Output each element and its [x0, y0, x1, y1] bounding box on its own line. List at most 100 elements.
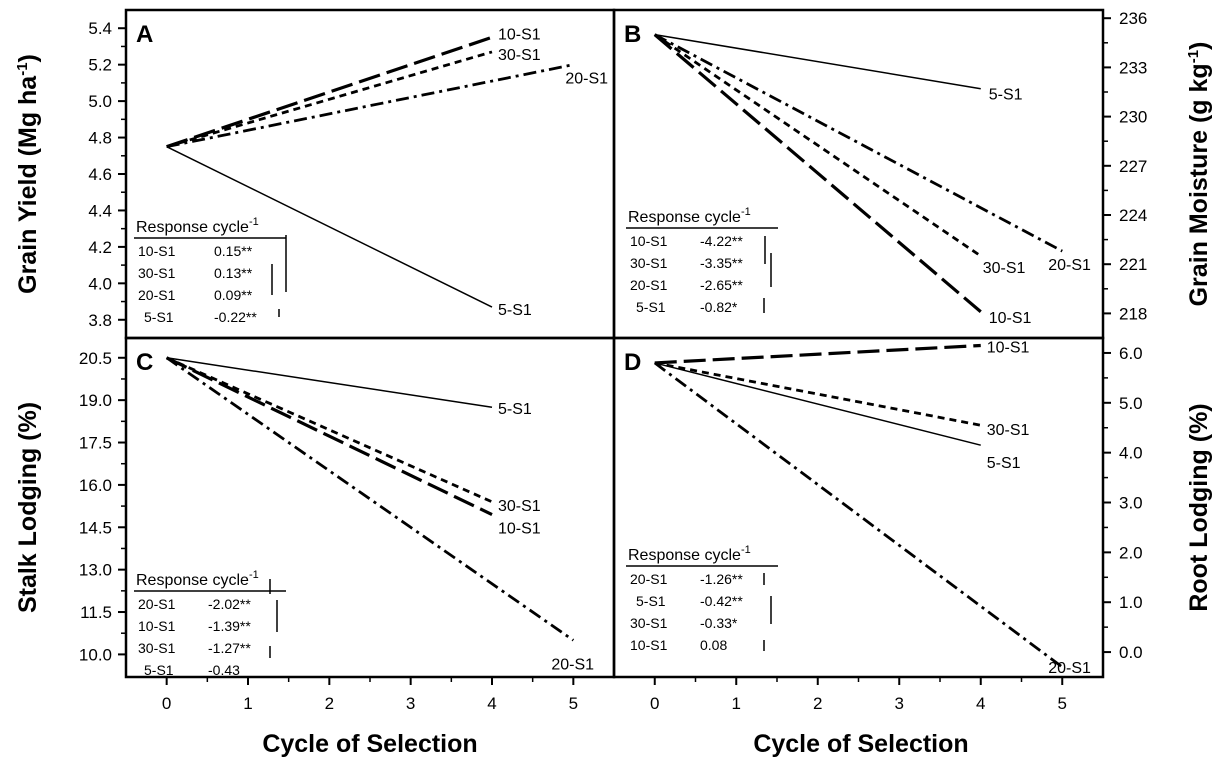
y-tick-label: 13.0	[79, 561, 112, 580]
response-row-value: -3.35**	[700, 255, 743, 271]
y-tick-label: 19.0	[79, 391, 112, 410]
response-row-name: 5-S1	[636, 299, 666, 315]
response-row-name: 20-S1	[630, 277, 668, 293]
series-line-30-s1	[653, 33, 982, 258]
response-row-value: -1.39**	[208, 618, 251, 634]
series-line-30-s1	[166, 50, 493, 149]
x-axis-title: Cycle of Selection	[262, 730, 477, 757]
response-row-value: -0.42**	[700, 593, 743, 609]
y-tick-label: 5.2	[88, 56, 112, 75]
y-tick-label: 16.0	[79, 476, 112, 495]
series-label-20-s1: 20-S1	[551, 656, 594, 673]
series-line-30-s1	[166, 356, 493, 504]
series-label-30-s1: 30-S1	[983, 260, 1026, 277]
series-line-20-s1	[654, 33, 1063, 253]
x-tick-label: 5	[1058, 694, 1067, 713]
y-tick-label: 0.0	[1119, 643, 1143, 662]
y-axis-title: Grain Yield (Mg ha-1)	[14, 54, 42, 294]
panel-frame	[124, 8, 616, 340]
response-row-value: 0.08	[700, 637, 727, 653]
response-row-name: 10-S1	[630, 637, 668, 653]
series-label-10-s1: 10-S1	[987, 339, 1030, 356]
series-label-20-s1: 20-S1	[565, 71, 608, 88]
y-tick-label: 17.5	[79, 434, 112, 453]
response-row-value: -0.33*	[700, 615, 738, 631]
response-row-name: 30-S1	[630, 615, 668, 631]
series-label-20-s1: 20-S1	[1048, 257, 1091, 274]
series-label-5-s1: 5-S1	[498, 401, 532, 418]
y-tick-label: 236	[1119, 9, 1147, 28]
y-tick-label: 224	[1119, 206, 1147, 225]
response-row-value: -0.43	[208, 662, 240, 678]
response-row-value: -2.65**	[700, 277, 743, 293]
y-tick-label: 1.0	[1119, 593, 1143, 612]
series-line-20-s1	[166, 63, 574, 149]
series-label-5-s1: 5-S1	[498, 302, 532, 319]
y-tick-label: 3.8	[88, 311, 112, 330]
y-tick-label: 4.6	[88, 165, 112, 184]
series-label-30-s1: 30-S1	[498, 498, 541, 515]
response-row-name: 30-S1	[138, 640, 176, 656]
x-tick-label: 4	[487, 694, 496, 713]
response-row-name: 5-S1	[636, 593, 666, 609]
series-line-20-s1	[653, 361, 1064, 669]
series-line-5-s1	[166, 357, 493, 408]
response-row-value: -1.26**	[700, 571, 743, 587]
series-label-5-s1: 5-S1	[987, 455, 1021, 472]
panel-b: 218 221 224 227 230 233 236 B 5-S1 20-S1 30-S1 10-S…	[612, 8, 1213, 340]
x-tick-label: 2	[813, 694, 822, 713]
series-line-10-s1	[653, 33, 982, 313]
y-axis-title: Root Lodging (%)	[1185, 403, 1213, 611]
panel-a: 3.8 4.0 4.2 4.4 4.6 4.8 5.0 5.2 5.4 A 10-S1 30-S1 20…	[14, 8, 616, 340]
x-tick-label: 0	[650, 694, 659, 713]
y-tick-label: 6.0	[1119, 344, 1143, 363]
series-line-30-s1	[654, 361, 982, 427]
panel-d: 0.0 1.0 2.0 3.0 4.0 5.0 6.0 0 1 2 3 4 5 D 10-S1 30-S1 5-…	[612, 336, 1213, 713]
x-tick-label: 5	[569, 694, 578, 713]
x-tick-label: 4	[976, 694, 985, 713]
y-tick-label: 14.5	[79, 518, 112, 537]
series-line-5-s1	[654, 33, 981, 90]
x-tick-label: 3	[895, 694, 904, 713]
y-tick-label: 11.5	[80, 603, 112, 622]
x-tick-label: 2	[325, 694, 334, 713]
x-tick-label: 1	[732, 694, 741, 713]
y-tick-label: 218	[1119, 304, 1147, 323]
panel-letter: C	[136, 349, 153, 376]
response-row-value: -1.27**	[208, 640, 251, 656]
series-label-10-s1: 10-S1	[989, 310, 1032, 327]
response-row-value: -0.22**	[214, 309, 257, 325]
y-tick-label: 20.5	[79, 349, 112, 368]
x-tick-label: 3	[406, 694, 415, 713]
response-table-header: Response cycle-1	[136, 569, 259, 589]
y-tick-label: 5.4	[88, 19, 112, 38]
series-line-10-s1	[166, 35, 493, 149]
response-row-name: 10-S1	[138, 243, 176, 259]
y-tick-label: 233	[1119, 58, 1147, 77]
response-row-value: 0.09**	[214, 287, 253, 303]
response-row-name: 30-S1	[138, 265, 176, 281]
y-tick-label: 4.4	[88, 201, 112, 220]
y-tick-label: 4.8	[88, 129, 112, 148]
response-row-name: 30-S1	[630, 255, 668, 271]
response-row-name: 5-S1	[144, 309, 174, 325]
y-tick-label: 10.0	[79, 645, 112, 664]
y-axis-title: Grain Moisture (g kg-1)	[1185, 42, 1213, 307]
panel-letter: A	[136, 21, 153, 48]
y-tick-label: 5.0	[1119, 394, 1143, 413]
y-tick-label: 2.0	[1119, 543, 1143, 562]
response-row-name: 20-S1	[138, 596, 176, 612]
response-table-header: Response cycle-1	[628, 206, 751, 226]
series-label-30-s1: 30-S1	[498, 47, 541, 64]
x-axis-title: Cycle of Selection	[753, 730, 968, 757]
series-line-20-s1	[165, 356, 575, 642]
response-row-name: 5-S1	[144, 662, 174, 678]
y-tick-label: 3.0	[1119, 494, 1143, 513]
response-row-value: 0.15**	[214, 243, 253, 259]
series-line-5-s1	[166, 145, 493, 308]
response-table-header: Response cycle-1	[628, 544, 751, 564]
y-tick-label: 5.0	[88, 92, 112, 111]
y-tick-label: 221	[1119, 255, 1147, 274]
series-line-10-s1	[165, 356, 493, 517]
y-tick-label: 4.0	[88, 274, 112, 293]
